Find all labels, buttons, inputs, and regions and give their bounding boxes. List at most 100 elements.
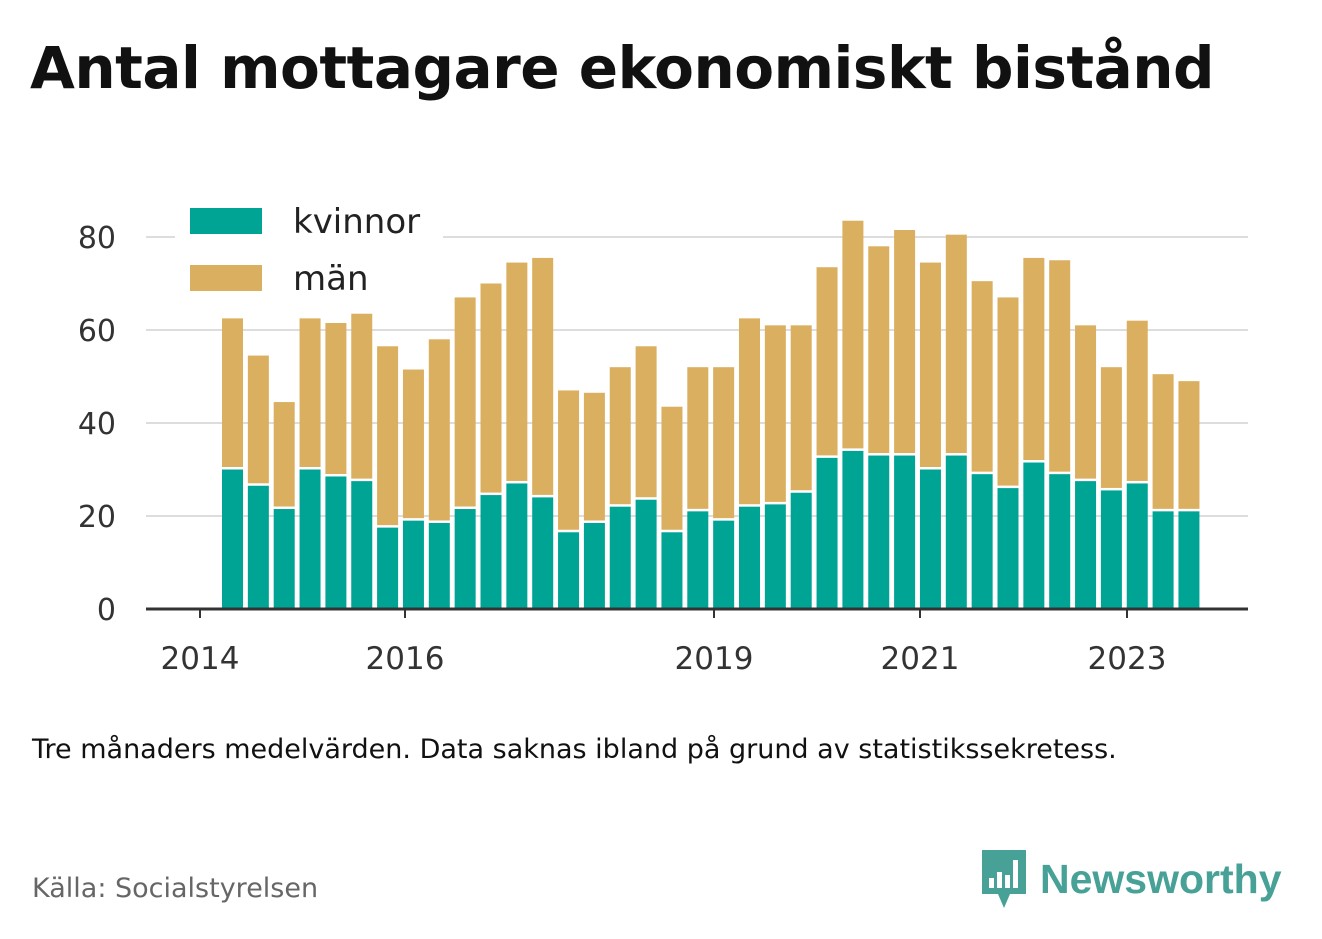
bar-kvinnor bbox=[1152, 511, 1174, 609]
newsworthy-logo-icon bbox=[982, 850, 1026, 908]
bar-kvinnor bbox=[506, 483, 528, 609]
bar-man bbox=[971, 281, 993, 472]
chart-title: Antal mottagare ekonomiskt bistånd bbox=[30, 34, 1215, 102]
bar-man bbox=[325, 323, 347, 474]
bar-man bbox=[713, 367, 735, 519]
y-tick-label: 0 bbox=[97, 593, 116, 628]
bar-kvinnor bbox=[1023, 462, 1045, 609]
bar-kvinnor bbox=[1075, 481, 1097, 609]
bar-kvinnor bbox=[558, 532, 580, 609]
y-tick-label: 20 bbox=[78, 500, 116, 535]
bar-man bbox=[919, 262, 941, 467]
bar-man bbox=[558, 390, 580, 530]
bar-man bbox=[480, 283, 502, 493]
x-tick-label: 2016 bbox=[366, 641, 445, 677]
chart-note: Tre månaders medelvärden. Data saknas ib… bbox=[32, 734, 1117, 765]
brand-logo: Newsworthy bbox=[980, 848, 1282, 910]
x-tick-label: 2023 bbox=[1088, 641, 1167, 677]
bar-man bbox=[868, 246, 890, 454]
bar-man bbox=[583, 392, 605, 521]
bar-kvinnor bbox=[480, 495, 502, 609]
bar-kvinnor bbox=[842, 450, 864, 609]
bar-kvinnor bbox=[635, 499, 657, 609]
brand-name: Newsworthy bbox=[1040, 855, 1282, 902]
y-axis-tick-labels: 0 20 40 60 80 bbox=[78, 221, 116, 628]
x-tick-label: 2019 bbox=[675, 641, 754, 677]
source-label: Källa: Socialstyrelsen bbox=[32, 873, 319, 904]
bar-man bbox=[816, 267, 838, 456]
bar-man bbox=[377, 346, 399, 526]
bar-man bbox=[894, 230, 916, 454]
bar-man bbox=[1178, 381, 1200, 509]
bar-man bbox=[661, 406, 683, 530]
bar-kvinnor bbox=[687, 511, 709, 609]
bar-kvinnor bbox=[997, 488, 1019, 609]
bar-man bbox=[1049, 260, 1071, 472]
bars bbox=[222, 220, 1200, 609]
bar-man bbox=[222, 318, 243, 467]
bar-kvinnor bbox=[609, 506, 631, 609]
bar-man bbox=[635, 346, 657, 498]
bar-man bbox=[299, 318, 321, 467]
bar-kvinnor bbox=[661, 532, 683, 609]
bar-kvinnor bbox=[299, 469, 321, 609]
bar-kvinnor bbox=[919, 469, 941, 609]
bar-kvinnor bbox=[790, 492, 812, 609]
bar-kvinnor bbox=[894, 455, 916, 609]
bar-kvinnor bbox=[454, 509, 476, 609]
bar-man bbox=[1100, 367, 1122, 488]
bar-kvinnor bbox=[945, 455, 967, 609]
bar-man bbox=[842, 220, 864, 449]
bar-kvinnor bbox=[739, 506, 760, 609]
bar-man bbox=[764, 325, 786, 502]
bar-man bbox=[428, 339, 450, 521]
bar-kvinnor bbox=[273, 509, 295, 609]
bar-man bbox=[351, 313, 373, 479]
x-tick-label: 2014 bbox=[161, 641, 240, 677]
bar-kvinnor bbox=[1049, 474, 1071, 609]
bar-kvinnor bbox=[1126, 483, 1148, 609]
bar-man bbox=[945, 234, 967, 454]
bar-man bbox=[997, 297, 1019, 486]
bar-kvinnor bbox=[325, 476, 347, 609]
legend-swatch bbox=[190, 208, 262, 234]
bar-man bbox=[454, 297, 476, 507]
bar-man bbox=[1152, 374, 1174, 509]
y-tick-label: 60 bbox=[78, 314, 116, 349]
bar-kvinnor bbox=[247, 485, 269, 609]
y-tick-label: 80 bbox=[78, 221, 116, 256]
bar-man bbox=[532, 257, 554, 495]
bar-man bbox=[687, 367, 709, 509]
bar-man bbox=[247, 355, 269, 484]
bar-man bbox=[1075, 325, 1097, 479]
bar-kvinnor bbox=[764, 504, 786, 609]
bar-man bbox=[609, 367, 631, 505]
bar-kvinnor bbox=[971, 474, 993, 609]
bar-kvinnor bbox=[1100, 490, 1122, 609]
legend-label: män bbox=[293, 259, 369, 299]
bar-man bbox=[739, 318, 760, 505]
stacked-bar-chart: 0 20 40 60 80 2014 2016 2019 2021 2023 kvinnor mä… bbox=[77, 198, 1248, 677]
bar-kvinnor bbox=[868, 455, 890, 609]
x-axis: 2014 2016 2019 2021 2023 bbox=[146, 607, 1248, 677]
y-tick-label: 40 bbox=[78, 407, 116, 442]
legend-swatch bbox=[190, 265, 262, 291]
x-tick-label: 2021 bbox=[881, 641, 960, 677]
bar-man bbox=[1126, 320, 1148, 481]
legend-label: kvinnor bbox=[293, 202, 420, 242]
bar-man bbox=[402, 369, 424, 519]
bar-man bbox=[790, 325, 812, 491]
bar-man bbox=[273, 402, 295, 507]
bar-kvinnor bbox=[351, 481, 373, 609]
bar-kvinnor bbox=[713, 520, 735, 609]
bar-man bbox=[506, 262, 528, 481]
bar-man bbox=[1023, 257, 1045, 461]
bar-kvinnor bbox=[816, 457, 838, 609]
bar-kvinnor bbox=[1178, 511, 1200, 609]
bar-kvinnor bbox=[583, 522, 605, 609]
legend: kvinnor män bbox=[175, 198, 443, 308]
bar-kvinnor bbox=[222, 469, 243, 609]
bar-kvinnor bbox=[377, 527, 399, 609]
bar-kvinnor bbox=[532, 497, 554, 609]
bar-kvinnor bbox=[428, 522, 450, 609]
